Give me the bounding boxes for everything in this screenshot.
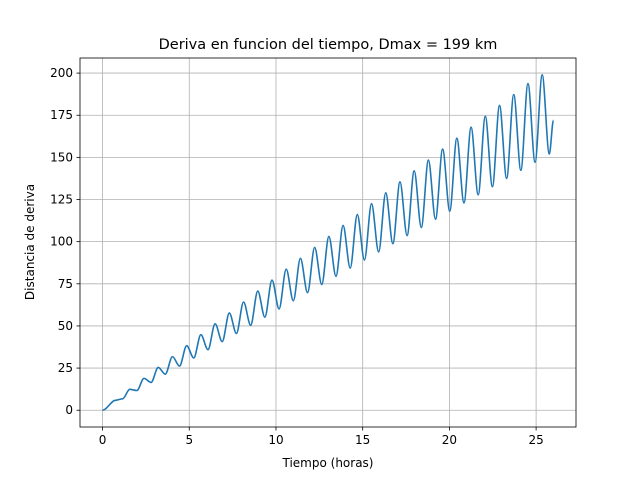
x-tick-label: 10 bbox=[268, 433, 283, 447]
y-tick-label: 0 bbox=[65, 403, 73, 417]
x-tick-label: 0 bbox=[99, 433, 107, 447]
y-tick-label: 25 bbox=[58, 361, 73, 375]
data-line bbox=[102, 73, 555, 412]
y-tick-label: 75 bbox=[58, 277, 73, 291]
x-axis-label: Tiempo (horas) bbox=[282, 456, 374, 470]
y-tick-label: 50 bbox=[58, 319, 73, 333]
axes-frame bbox=[79, 57, 577, 428]
x-tick-label: 20 bbox=[442, 433, 457, 447]
y-tick-label: 125 bbox=[50, 193, 73, 207]
y-tick-label: 175 bbox=[50, 108, 73, 122]
x-tick-label: 25 bbox=[528, 433, 543, 447]
plot-area: 0 5 10 15 20 25 0 25 50 75 100 125 150 175 200 bbox=[50, 58, 576, 447]
y-axis-label: Distancia de deriva bbox=[23, 184, 37, 300]
x-tick-label: 15 bbox=[355, 433, 370, 447]
y-tick-label: 200 bbox=[50, 66, 73, 80]
y-tick-label: 150 bbox=[50, 150, 73, 164]
chart-title: Deriva en funcion del tiempo, Dmax = 199… bbox=[159, 37, 498, 53]
y-tick-label: 100 bbox=[50, 235, 73, 249]
x-tick-label: 5 bbox=[185, 433, 193, 447]
